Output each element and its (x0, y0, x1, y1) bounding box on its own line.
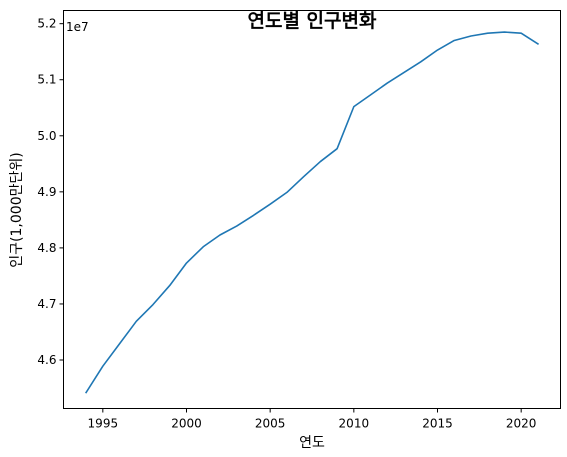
x-tick-label: 1995 (88, 417, 119, 431)
x-tick-label: 2005 (255, 417, 286, 431)
x-tick-label: 2010 (339, 417, 370, 431)
y-tick-label: 4.9 (37, 185, 56, 199)
y-tick-label: 5.1 (37, 73, 56, 87)
y-tick-label: 4.6 (37, 353, 56, 367)
x-axis: 1995 2000 2005 2010 2015 2020 (88, 408, 537, 431)
y-tick-label: 5.2 (37, 17, 56, 31)
y-tick-label: 4.7 (37, 297, 56, 311)
x-tick-label: 2015 (422, 417, 453, 431)
y-axis: 4.6 4.7 4.8 4.9 5.0 5.1 5.2 (37, 17, 64, 367)
y-tick-label: 4.8 (37, 241, 56, 255)
plot-frame (63, 10, 561, 409)
x-tick-label: 2000 (171, 417, 202, 431)
series-group (84, 31, 540, 394)
x-tick-label: 2020 (506, 417, 537, 431)
y-offset-label: 1e7 (66, 20, 89, 34)
y-tick-label: 5.0 (37, 129, 56, 143)
series-line (84, 31, 540, 394)
chart-title: 연도별 인구변화 (248, 10, 377, 32)
y-axis-label: 인구(1,000만단위) (9, 152, 25, 267)
x-axis-label: 연도 (299, 435, 325, 451)
